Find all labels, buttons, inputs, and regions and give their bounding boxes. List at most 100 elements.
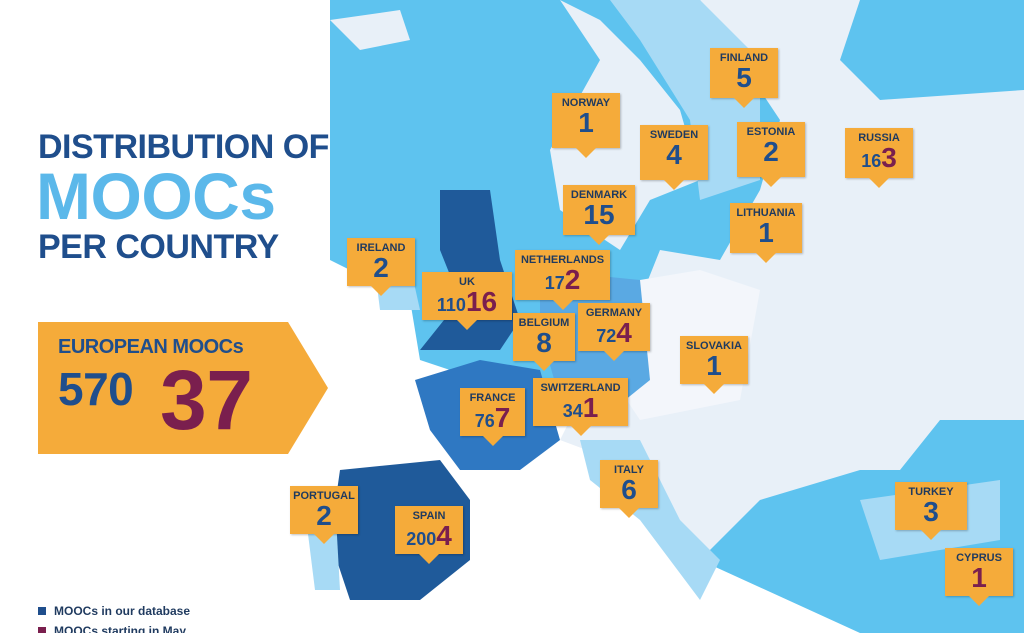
country-callout: NETHERLANDS 172 [515,250,610,310]
country-name: TURKEY [908,486,954,498]
country-name: SWEDEN [649,129,699,141]
country-callout: GERMANY 724 [578,303,650,361]
may-count: 4 [616,317,632,348]
country-values: 2 [737,138,805,171]
country-name: UK [459,276,475,288]
country-name: GERMANY [585,307,643,319]
total-count: 200 [406,529,437,549]
country-name: CYPRUS [956,552,1002,564]
total-count: 3 [923,496,939,527]
country-values: 1 [552,109,620,142]
country-values: 172 [515,266,610,299]
country-callout: PORTUGAL 2 [290,486,358,544]
may-count: 4 [436,520,452,551]
total-count: 1 [578,107,594,138]
total-count: 110 [436,295,466,315]
country-name: SWITZERLAND [540,382,621,394]
country-callout: IRELAND 2 [347,238,415,296]
summary-may: 37 [160,353,253,447]
country-callout: ITALY 6 [600,460,658,518]
summary-box [38,322,328,454]
country-name: PORTUGAL [293,490,355,502]
may-count: 16 [465,286,498,317]
country-name: NORWAY [561,97,611,109]
total-count: 76 [474,411,495,431]
country-name: SPAIN [412,510,446,522]
total-count: 15 [583,199,615,230]
country-name: FRANCE [469,392,516,404]
may-count: 3 [881,142,897,173]
country-callout: NORWAY 1 [552,93,620,158]
total-count: 34 [562,401,583,421]
country-values: 5 [710,64,778,97]
country-values: 8 [513,329,575,362]
country-callout: FINLAND 5 [710,48,778,108]
summary-total: 570 [58,363,134,415]
country-callout: TURKEY 3 [895,482,967,540]
country-name: NETHERLANDS [520,254,605,266]
legend-item: MOOCs starting in May [38,624,186,633]
country-callout: RUSSIA 163 [845,128,913,188]
total-count: 17 [544,273,565,293]
legend-item: MOOCs in our database [38,604,190,618]
country-values: 2004 [395,522,463,555]
country-callout: ESTONIA 2 [737,122,805,187]
total-count: 6 [621,474,637,505]
country-values: 1 [680,352,748,385]
country-name: FINLAND [719,52,769,64]
total-count: 2 [763,136,779,167]
total-count: 1 [706,350,722,381]
country-callout: SWITZERLAND 341 [533,378,628,436]
total-count: 8 [536,327,552,358]
country-callout: UK 11016 [422,272,512,330]
summary-label: EUROPEAN MOOCs [58,336,244,358]
country-callout: BELGIUM 8 [513,313,575,371]
total-count: 1 [758,217,774,248]
total-count: 16 [861,151,882,171]
may-count: 1 [971,562,987,593]
may-count: 2 [564,264,581,295]
country-values: 1 [945,564,1013,597]
country-values: 11016 [422,288,512,321]
country-callout: SPAIN 2004 [395,506,463,564]
title-main: MOOCs [36,159,276,233]
total-count: 5 [736,62,752,93]
may-count: 7 [494,402,511,433]
country-values: 3 [895,498,967,531]
country-values: 2 [347,254,415,287]
country-callout: FRANCE 767 [460,388,525,446]
country-name: SLOVAKIA [685,340,743,352]
country-values: 1 [730,219,802,252]
country-name: BELGIUM [518,317,570,329]
country-values: 2 [290,502,358,535]
country-name: LITHUANIA [736,207,796,219]
country-values: 341 [533,394,628,427]
total-count: 4 [666,139,682,170]
legend-label: MOOCs starting in May [54,624,187,633]
country-name: RUSSIA [858,132,900,144]
total-count: 2 [373,252,389,283]
country-callout: SLOVAKIA 1 [680,336,748,394]
may-count: 1 [582,392,599,423]
country-callout: SWEDEN 4 [640,125,708,190]
country-name: DENMARK [570,189,628,201]
country-values: 15 [563,201,635,234]
country-values: 767 [460,404,525,437]
country-values: 163 [845,144,913,177]
country-values: 6 [600,476,658,509]
country-name: IRELAND [356,242,406,254]
total-count: 72 [596,326,617,346]
country-values: 4 [640,141,708,174]
total-count: 2 [316,500,332,531]
country-callout: CYPRUS 1 [945,548,1013,606]
country-name: ITALY [614,464,644,476]
country-name: ESTONIA [746,126,796,138]
legend-label: MOOCs in our database [54,604,191,618]
country-values: 724 [578,319,650,352]
title-line: PER COUNTRY [38,228,279,266]
title-line: DISTRIBUTION OF [38,128,329,166]
country-callout: LITHUANIA 1 [730,203,802,263]
country-callout: DENMARK 15 [563,185,635,245]
